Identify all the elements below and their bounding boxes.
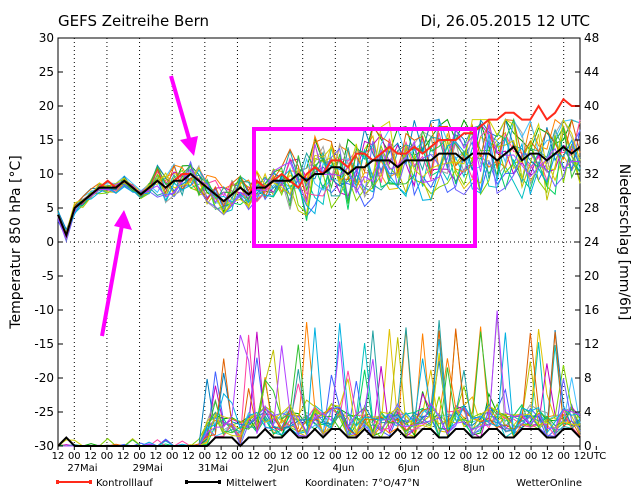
date-label: 29Mai	[133, 463, 163, 474]
y-tick-label-right: 0	[584, 439, 592, 453]
y-tick-label-right: 4	[584, 405, 592, 419]
x-tick-label: 00	[296, 451, 309, 462]
legend-control-label: Kontrolllauf	[96, 478, 153, 489]
y-tick-label-left: -25	[34, 405, 54, 419]
x-tick-label: 00	[231, 451, 244, 462]
x-tick-label: 12	[411, 451, 424, 462]
y-tick-label-right: 28	[584, 201, 599, 215]
chart-title: GEFS Zeitreihe Bern	[58, 12, 209, 30]
x-tick-label: 00	[492, 451, 505, 462]
legend-coords: Koordinaten: 7°O/47°N	[305, 478, 420, 489]
x-tick-label: 12	[215, 451, 228, 462]
brand-label: WetterOnline	[516, 478, 582, 489]
y-tick-label-left: -20	[34, 371, 54, 385]
precip-member-line	[58, 323, 581, 447]
y-tick-label-left: 0	[46, 235, 54, 249]
x-tick-label: 12	[117, 451, 130, 462]
x-tick-label: 12	[476, 451, 489, 462]
x-tick-label: 12	[182, 451, 195, 462]
y-tick-label-right: 20	[584, 269, 599, 283]
x-tick-label: 00	[362, 451, 375, 462]
y-axis-left-label: Temperatur 850 hPa [°C]	[8, 155, 24, 329]
x-tick-label: 12	[443, 451, 456, 462]
temp-member-line	[57, 124, 581, 241]
x-axis: 12 00 12 00 12 00 12 00 12 00 12 00 12 00 12 00 12 00 12 00…	[52, 446, 606, 462]
x-tick-label: 00	[427, 451, 440, 462]
issue-date: Di, 26.05.2015 12 UTC	[421, 12, 591, 30]
x-tick-label: 12	[345, 451, 358, 462]
legend-mean-label: Mittelwert	[226, 478, 277, 489]
date-label: 4Jun	[332, 463, 354, 474]
y-tick-label-right: 32	[584, 167, 599, 181]
annotation-arrowhead-upper	[180, 136, 198, 156]
x-tick-label: 12	[280, 451, 293, 462]
x-tick-label: 12	[378, 451, 391, 462]
y-tick-label-right: 44	[584, 65, 599, 79]
y-tick-label-left: -5	[42, 269, 54, 283]
y-tick-label-left: -10	[34, 303, 54, 317]
legend-control-end-right	[89, 480, 92, 484]
temp-series	[57, 97, 581, 243]
x-tick-label: 00	[101, 451, 114, 462]
x-tick-label: 00	[394, 451, 407, 462]
x-tick-label: 00	[264, 451, 277, 462]
x-tick-label: 00	[68, 451, 81, 462]
x-tick-label: 12	[150, 451, 163, 462]
legend-mean-end-left	[185, 480, 188, 484]
x-tick-label: UTC	[586, 451, 606, 462]
precip-series	[57, 310, 581, 448]
x-tick-label: 00	[459, 451, 472, 462]
annotation-box	[252, 127, 477, 248]
x-tick-label: 00	[557, 451, 570, 462]
legend-mean-end-right	[218, 480, 221, 484]
x-tick-label: 00	[133, 451, 146, 462]
y-axis-left: 30 25 20 15 10 5 0 -5 -10 -15 -20 -25 -30	[34, 31, 63, 453]
y-tick-label-right: 12	[584, 337, 599, 351]
x-tick-label: 12	[574, 451, 587, 462]
date-label: 8Jun	[463, 463, 485, 474]
x-tick-label: 00	[525, 451, 538, 462]
x-tick-label: 12	[313, 451, 326, 462]
x-tick-label: 12	[52, 451, 65, 462]
date-label: 6Jun	[398, 463, 420, 474]
y-tick-label-right: 40	[584, 99, 599, 113]
x-tick-label: 12	[508, 451, 521, 462]
y-tick-label-left: 15	[39, 133, 54, 147]
grid	[58, 38, 580, 446]
y-tick-label-right: 24	[584, 235, 599, 249]
x-tick-label: 12	[84, 451, 97, 462]
precip-member-line	[58, 310, 581, 447]
annotation-arrow-upper	[169, 75, 192, 143]
temp-mean-line	[57, 145, 581, 239]
y-tick-label-right: 16	[584, 303, 599, 317]
precip-mean-line	[57, 427, 581, 448]
annotation-arrowhead-lower	[114, 210, 132, 230]
date-labels: 27Mai 29Mai 31Mai 2Jun 4Jun 6Jun 8Jun	[67, 463, 485, 474]
y-tick-label-right: 48	[584, 31, 599, 45]
y-tick-label-left: -30	[34, 439, 54, 453]
date-label: 31Mai	[198, 463, 228, 474]
x-tick-label: 00	[166, 451, 179, 462]
y-tick-label-left: 5	[46, 201, 54, 215]
y-tick-label-right: 8	[584, 371, 592, 385]
y-tick-label-left: 10	[39, 167, 54, 181]
y-tick-label-left: -15	[34, 337, 54, 351]
x-tick-label: 00	[198, 451, 211, 462]
y-tick-label-left: 25	[39, 65, 54, 79]
x-tick-label: 00	[329, 451, 342, 462]
date-label: 2Jun	[267, 463, 289, 474]
y-tick-label-left: 20	[39, 99, 54, 113]
temp-member-line	[57, 118, 581, 234]
y-axis-right-label: Niederschlag [mm/6h]	[616, 164, 632, 321]
y-tick-label-right: 36	[584, 133, 599, 147]
x-tick-label: 12	[247, 451, 260, 462]
legend-control-end-left	[56, 480, 59, 484]
annotation-arrow-lower	[100, 224, 124, 337]
date-label: 27Mai	[67, 463, 97, 474]
x-tick-label: 12	[541, 451, 554, 462]
y-tick-label-left: 30	[39, 31, 54, 45]
